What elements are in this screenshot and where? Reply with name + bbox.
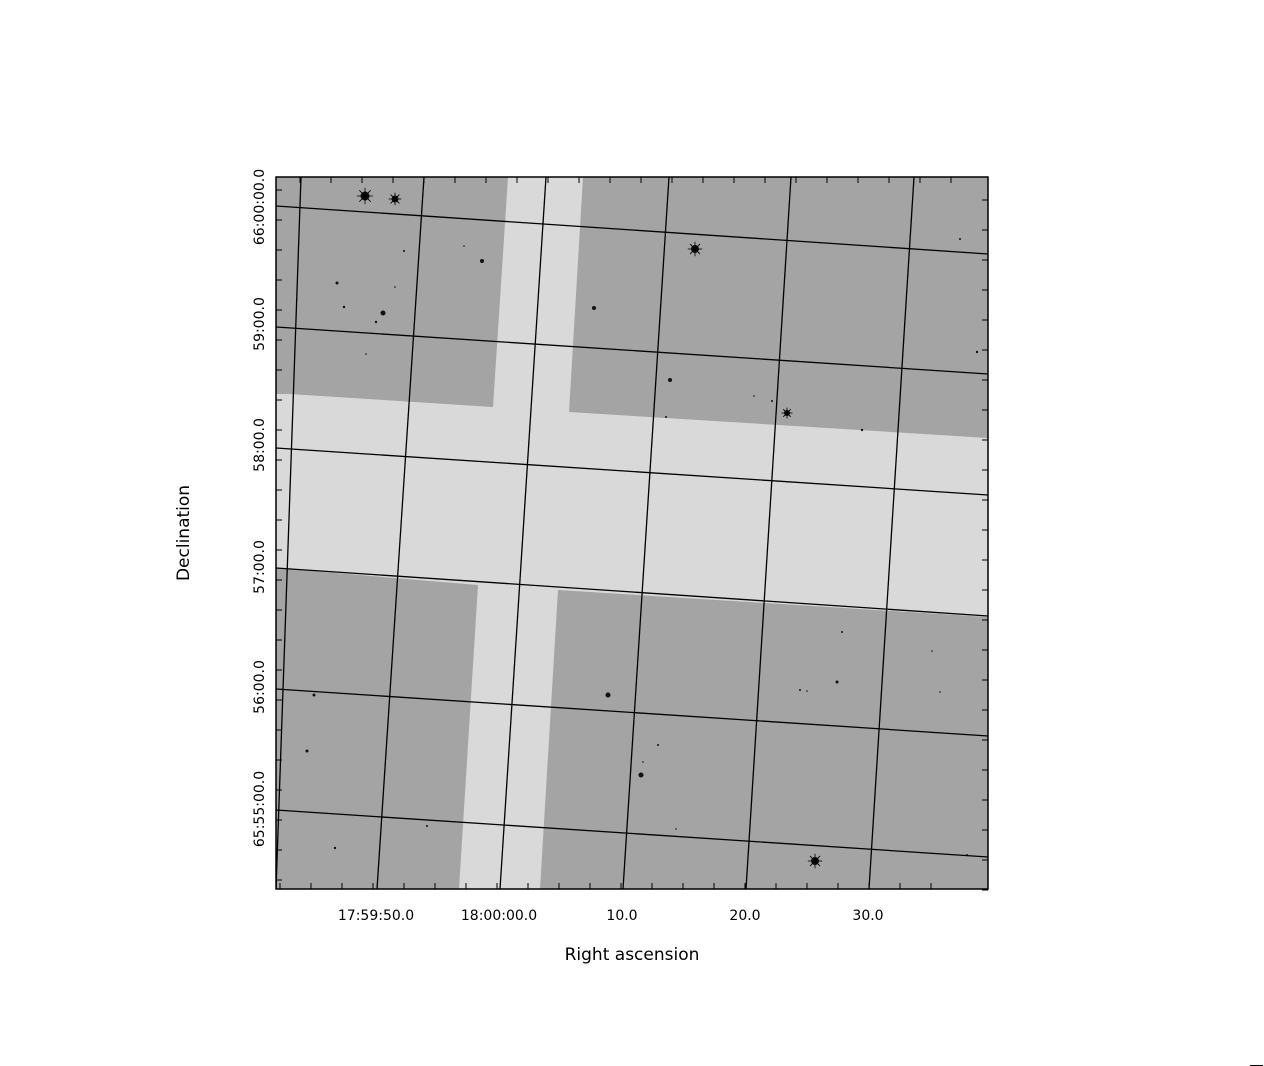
- detector-chip-lower-right: [540, 590, 988, 889]
- declination-grid-line: [276, 809, 988, 858]
- star-spike: [689, 243, 701, 255]
- star-point: [380, 310, 386, 316]
- declination-grid-line: [276, 205, 988, 255]
- y-tick-label: 56:00.0: [252, 660, 268, 714]
- star-spike: [359, 190, 371, 202]
- star-point: [335, 281, 339, 285]
- star-point: [365, 353, 367, 355]
- star-point: [605, 692, 611, 698]
- ra-grid-line: [622, 177, 670, 889]
- star-point: [333, 846, 337, 850]
- star-point: [394, 286, 396, 288]
- star-point: [841, 631, 843, 633]
- star-point: [374, 320, 378, 324]
- coordinate-grid: [276, 177, 988, 889]
- star-point: [657, 744, 659, 746]
- star-spike: [782, 408, 792, 418]
- ra-grid-line: [868, 177, 915, 889]
- star-point: [939, 691, 941, 693]
- detector-chip-upper-right: [569, 177, 988, 438]
- star-point: [860, 428, 864, 432]
- declination-grid-line: [276, 447, 988, 496]
- star-point: [975, 350, 979, 354]
- ra-grid-line: [276, 177, 302, 889]
- declination-grid-line: [276, 688, 988, 737]
- star-point: [305, 749, 309, 753]
- y-tick-label: 65:55:00.0: [252, 771, 268, 847]
- plot-frame: [275, 176, 989, 890]
- y-axis-title: Declination: [174, 485, 194, 581]
- declination-grid-line: [276, 326, 988, 375]
- star-point: [638, 772, 644, 778]
- star-point: [592, 306, 596, 310]
- x-tick-label: 18:00:00.0: [461, 908, 537, 924]
- y-tick-label: 58:00.0: [252, 418, 268, 472]
- star-point: [771, 400, 773, 402]
- x-tick-label: 30.0: [852, 908, 883, 924]
- detector-chip-upper-left: [276, 177, 508, 407]
- star-point: [463, 245, 465, 247]
- star-point: [480, 259, 484, 263]
- y-tick-label: 57:00.0: [252, 540, 268, 594]
- star-point: [806, 690, 808, 692]
- ra-grid-line: [376, 177, 425, 889]
- x-axis-title: Right ascension: [565, 945, 700, 965]
- star-point: [426, 825, 428, 827]
- x-tick-label: 10.0: [606, 908, 637, 924]
- detector-chip-lower-left: [276, 568, 478, 889]
- star-spike: [390, 194, 400, 204]
- y-tick-label: 66:00:00.0: [252, 169, 268, 245]
- star-point: [312, 693, 316, 697]
- star-point: [665, 416, 667, 418]
- star-point: [931, 650, 933, 652]
- star-point: [668, 378, 672, 382]
- star-field: [305, 187, 979, 869]
- star-point: [642, 761, 644, 763]
- star-point: [675, 828, 677, 830]
- ra-grid-line: [499, 177, 547, 889]
- star-point: [342, 305, 346, 309]
- ra-grid-line: [745, 177, 792, 889]
- star-spike: [809, 855, 821, 867]
- declination-grid-line: [276, 567, 988, 617]
- star-point: [403, 250, 405, 252]
- star-point: [799, 689, 801, 691]
- x-tick-label: 20.0: [729, 908, 760, 924]
- axis-ticks: [276, 177, 988, 891]
- y-tick-label: 59:00.0: [252, 297, 268, 351]
- x-tick-label: 17:59:50.0: [338, 908, 414, 924]
- star-point: [959, 238, 961, 240]
- star-point: [835, 680, 839, 684]
- star-point: [753, 395, 755, 397]
